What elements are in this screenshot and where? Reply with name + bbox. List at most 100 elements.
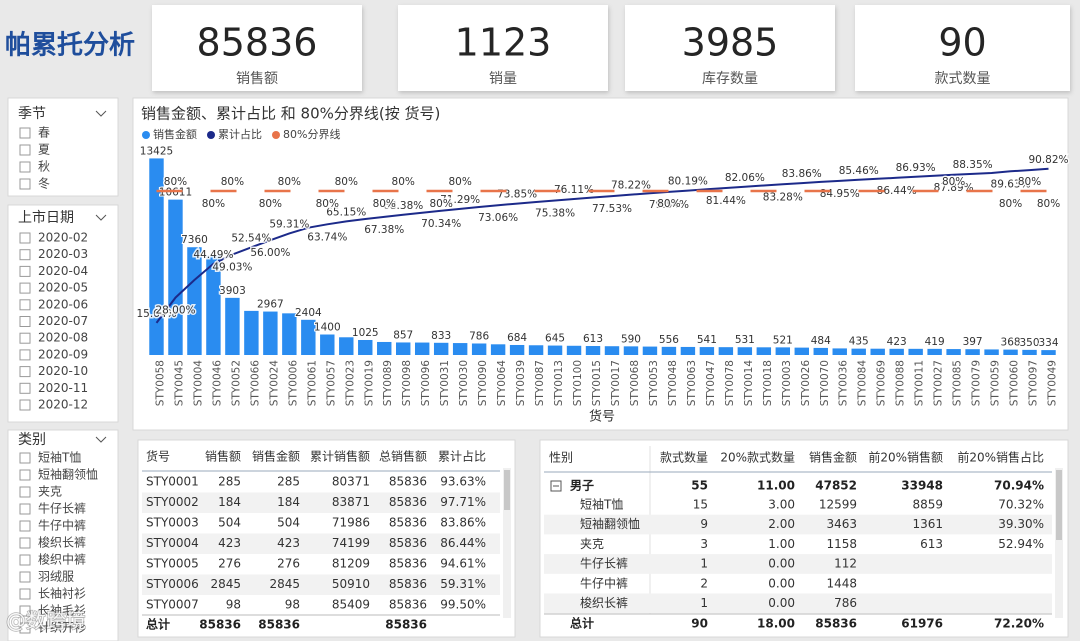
table-cell: 前20%销售占比 (957, 450, 1044, 465)
dropdown-chevron[interactable] (95, 436, 107, 443)
bar (946, 349, 961, 355)
scrollbar-track[interactable] (1055, 468, 1063, 618)
table-cell: 86.44% (440, 536, 486, 550)
data-label: 80% (335, 176, 358, 188)
bar (756, 347, 772, 355)
bar (490, 344, 506, 355)
checkbox[interactable] (19, 399, 31, 411)
data-label: 75.38% (535, 207, 575, 219)
data-label: 80% (657, 198, 680, 210)
checkbox[interactable] (19, 366, 31, 378)
checkbox[interactable] (19, 332, 31, 344)
data-label: 71.29% (440, 194, 480, 206)
x-tick-label: STY0019 (363, 360, 375, 406)
data-label: 435 (849, 336, 869, 348)
checkbox[interactable] (19, 265, 31, 277)
table-cell: 85836 (389, 557, 427, 571)
checkbox[interactable] (19, 588, 31, 600)
kpi-label: 款式数量 (935, 71, 991, 87)
checkbox[interactable] (19, 452, 31, 464)
slicer-title: 上市日期 (18, 209, 74, 226)
x-tick-label: STY0036 (838, 360, 850, 407)
table-cell: STY0007 (146, 598, 199, 612)
page-title: 帕累托分析 (5, 30, 135, 61)
checkbox[interactable] (19, 249, 31, 261)
checkbox[interactable] (19, 605, 31, 617)
table-cell: 74199 (332, 536, 370, 550)
checkbox[interactable] (19, 161, 31, 173)
data-label: 541 (697, 334, 717, 346)
bar (870, 348, 885, 355)
x-tick-label: STY0015 (591, 360, 603, 406)
table-cell: 货号 (146, 449, 170, 464)
scrollbar-thumb[interactable] (1056, 470, 1062, 540)
checkbox[interactable] (19, 554, 31, 566)
data-label: 89.63% (991, 178, 1031, 190)
table-cell: 93.63% (440, 475, 486, 489)
slicer-item: 长袖毛衫 (38, 603, 86, 618)
collapse-button[interactable] (550, 480, 562, 492)
table-cell: 81209 (332, 557, 370, 571)
checkbox[interactable] (19, 382, 31, 394)
slicer-item: 梭织中裤 (38, 552, 86, 567)
table-cell: 11.00 (757, 479, 795, 493)
bar (661, 346, 677, 355)
checkbox[interactable] (19, 486, 31, 498)
slicer-item: 短袖T恤 (38, 450, 81, 465)
data-label: 1400 (314, 322, 341, 334)
checkbox[interactable] (19, 503, 31, 515)
x-tick-label: STY0069 (876, 360, 888, 406)
scrollbar-thumb[interactable] (504, 470, 510, 510)
legend-marker (142, 131, 150, 139)
table-cell: 184 (277, 495, 300, 509)
checkbox[interactable] (19, 178, 31, 190)
table-cell: 短袖翻领恤 (580, 516, 640, 531)
table-cell: STY0002 (146, 495, 199, 509)
legend-label: 累计占比 (218, 127, 262, 141)
x-tick-label: STY0079 (971, 360, 983, 406)
bar (282, 313, 297, 355)
bar (851, 348, 866, 355)
table-cell: 0.00 (768, 576, 795, 590)
dropdown-chevron[interactable] (95, 110, 107, 117)
checkbox[interactable] (19, 316, 31, 327)
data-label: 80% (259, 198, 282, 210)
checkbox[interactable] (19, 537, 31, 549)
table-cell: STY0005 (146, 557, 199, 571)
checkbox[interactable] (19, 232, 31, 244)
table-cell: 83.86% (440, 516, 486, 530)
slicer-title: 类别 (18, 432, 46, 448)
dropdown-chevron[interactable] (95, 214, 107, 221)
data-label: 49.03% (212, 261, 252, 273)
scrollbar-track[interactable] (503, 468, 511, 618)
checkbox[interactable] (19, 349, 31, 361)
data-label: 81.44% (706, 195, 746, 207)
table-cell: 285 (277, 475, 300, 489)
table-cell: 99.50% (440, 598, 486, 612)
checkbox[interactable] (19, 282, 31, 294)
table-cell: 1361 (912, 517, 943, 531)
table-cell: 12599 (819, 498, 857, 512)
checkbox[interactable] (19, 299, 31, 311)
data-label: 10611 (159, 187, 192, 199)
checkbox[interactable] (19, 571, 31, 583)
table-cell: 184 (218, 495, 241, 509)
checkbox[interactable] (19, 144, 31, 156)
bar (1022, 349, 1037, 355)
data-label: 645 (545, 333, 565, 345)
data-label: 521 (773, 334, 793, 346)
checkbox[interactable] (19, 520, 31, 532)
data-label: 67.38% (364, 224, 404, 236)
table-cell: 85836 (199, 618, 241, 632)
x-tick-label: STY0030 (458, 360, 470, 406)
table-cell: 85409 (332, 598, 370, 612)
checkbox[interactable] (19, 622, 31, 634)
data-label: 786 (469, 330, 489, 342)
bar (642, 346, 658, 355)
data-label: 2967 (257, 299, 284, 311)
x-tick-label: STY0100 (572, 360, 584, 406)
data-label: 423 (887, 336, 907, 348)
checkbox[interactable] (19, 469, 31, 481)
checkbox[interactable] (19, 127, 31, 139)
x-tick-label: STY0058 (154, 360, 166, 406)
